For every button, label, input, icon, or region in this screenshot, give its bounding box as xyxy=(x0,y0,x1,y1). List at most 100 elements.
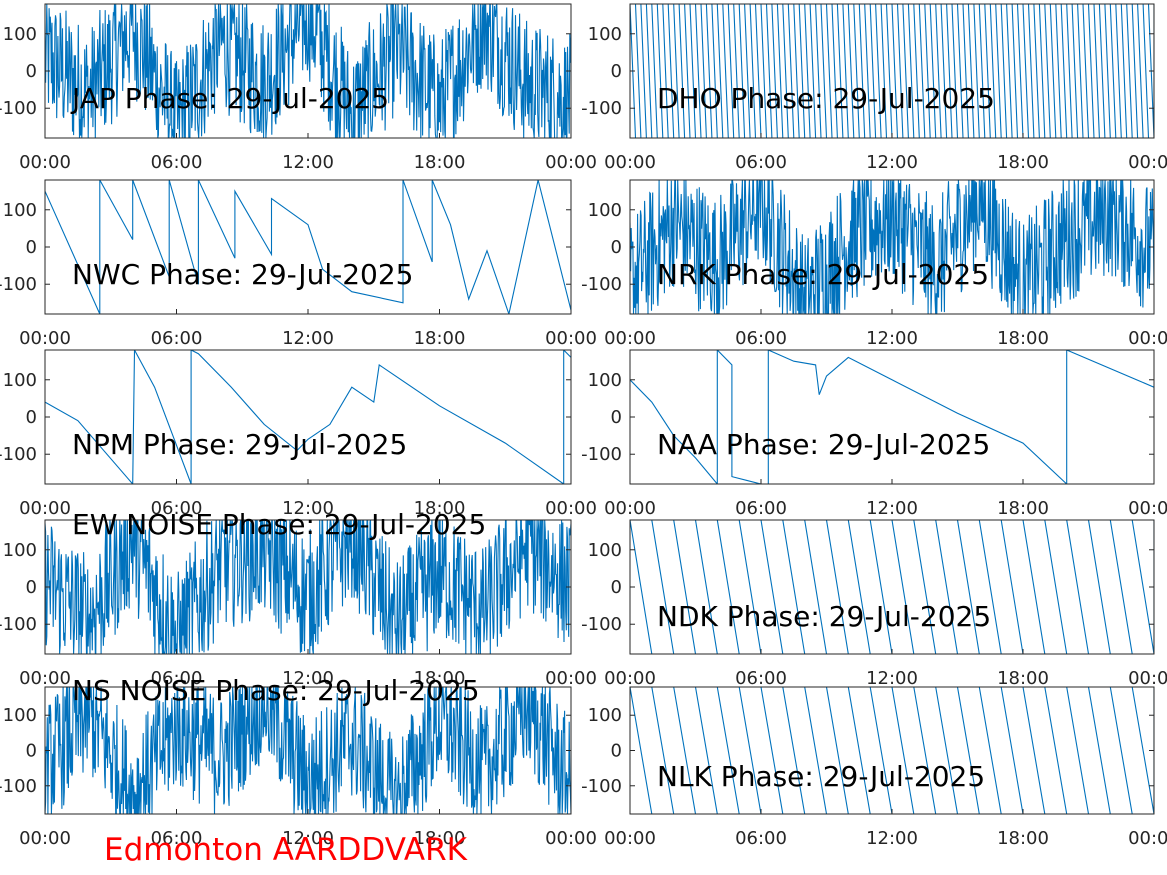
panel-title: DHO Phase: 29-Jul-2025 xyxy=(657,82,995,115)
y-tick-label: -100 xyxy=(0,444,37,465)
x-tick-label: 00:00 xyxy=(1128,498,1167,519)
phase-panel-2: -100 0 100 00:00 06:00 12:00 18:00 00:00 NWC Pha… xyxy=(0,179,597,349)
y-tick-label: 0 xyxy=(26,61,37,82)
x-tick-label: 00:00 xyxy=(19,152,71,173)
y-tick-label: 0 xyxy=(26,577,37,598)
panel-title: NLK Phase: 29-Jul-2025 xyxy=(657,760,985,793)
x-tick-label: 18:00 xyxy=(414,828,466,849)
x-tick-label: 12:00 xyxy=(282,328,334,349)
phase-panel-7: -100 0 100 00:00 06:00 12:00 18:00 00:00 NDK Pha… xyxy=(581,519,1167,689)
x-tick-label: 12:00 xyxy=(866,152,918,173)
y-tick-label: 100 xyxy=(3,200,37,221)
x-tick-label: 06:00 xyxy=(151,152,203,173)
y-tick-label: 100 xyxy=(588,370,622,391)
phase-series xyxy=(630,180,1154,314)
y-tick-label: 0 xyxy=(611,407,622,428)
y-tick-label: 100 xyxy=(588,540,622,561)
phase-series xyxy=(630,687,1154,814)
x-tick-label: 06:00 xyxy=(735,828,787,849)
phase-series xyxy=(45,180,571,314)
x-tick-label: 00:00 xyxy=(604,828,656,849)
axes-box xyxy=(629,686,1155,815)
panel-title: NDK Phase: 29-Jul-2025 xyxy=(657,600,991,633)
y-tick-label: 0 xyxy=(26,741,37,762)
x-tick-label: 00:00 xyxy=(604,152,656,173)
phase-panel-1: -100 0 100 00:00 06:00 12:00 18:00 00:00 DHO Pha… xyxy=(581,3,1167,173)
y-tick-label: -100 xyxy=(581,274,622,295)
phase-panel-6: -100 0 100 00:00 06:00 12:00 18:00 00:00 EW NOIS… xyxy=(0,508,597,689)
phase-panel-4: -100 0 100 00:00 06:00 12:00 18:00 00:00 NPM Pha… xyxy=(0,349,597,519)
y-tick-label: -100 xyxy=(0,274,37,295)
x-tick-label: 00:00 xyxy=(604,498,656,519)
x-tick-label: 12:00 xyxy=(282,668,334,689)
y-tick-label: -100 xyxy=(581,776,622,797)
phase-series xyxy=(45,350,571,484)
x-tick-label: 18:00 xyxy=(997,498,1049,519)
x-tick-label: 00:00 xyxy=(545,668,597,689)
y-tick-label: 100 xyxy=(3,24,37,45)
y-tick-label: 0 xyxy=(611,741,622,762)
x-tick-label: 12:00 xyxy=(866,328,918,349)
x-tick-label: 18:00 xyxy=(997,328,1049,349)
x-tick-label: 00:00 xyxy=(604,668,656,689)
x-tick-label: 18:00 xyxy=(414,498,466,519)
x-tick-label: 18:00 xyxy=(997,828,1049,849)
y-tick-label: -100 xyxy=(0,776,37,797)
x-tick-label: 06:00 xyxy=(735,152,787,173)
x-tick-label: 00:00 xyxy=(545,498,597,519)
phase-panel-3: -100 0 100 00:00 06:00 12:00 18:00 00:00 NRK Pha… xyxy=(581,179,1167,349)
phase-panel-9: -100 0 100 00:00 06:00 12:00 18:00 00:00 NLK Pha… xyxy=(581,686,1167,849)
axes-box xyxy=(629,519,1155,655)
x-tick-label: 00:00 xyxy=(1128,668,1167,689)
phase-panel-0: -100 0 100 00:00 06:00 12:00 18:00 00:00 JAP Pha… xyxy=(0,3,597,173)
x-tick-label: 12:00 xyxy=(866,828,918,849)
x-tick-label: 18:00 xyxy=(997,152,1049,173)
x-tick-label: 00:00 xyxy=(604,328,656,349)
panel-title: JAP Phase: 29-Jul-2025 xyxy=(70,82,389,115)
x-tick-label: 00:00 xyxy=(1128,828,1167,849)
y-tick-label: 100 xyxy=(3,540,37,561)
x-tick-label: 12:00 xyxy=(866,498,918,519)
panel-title: EW NOISE Phase: 29-Jul-2025 xyxy=(72,508,486,541)
x-tick-label: 12:00 xyxy=(282,828,334,849)
x-tick-label: 00:00 xyxy=(545,152,597,173)
y-tick-label: 100 xyxy=(3,370,37,391)
y-tick-label: 100 xyxy=(588,24,622,45)
x-tick-label: 12:00 xyxy=(866,668,918,689)
phase-series xyxy=(630,350,1154,484)
y-tick-label: -100 xyxy=(581,614,622,635)
x-tick-label: 18:00 xyxy=(414,152,466,173)
panel-title: NWC Phase: 29-Jul-2025 xyxy=(72,258,413,291)
x-tick-label: 12:00 xyxy=(282,152,334,173)
y-tick-label: 0 xyxy=(611,577,622,598)
x-tick-label: 00:00 xyxy=(1128,328,1167,349)
x-tick-label: 06:00 xyxy=(151,328,203,349)
x-tick-label: 06:00 xyxy=(151,828,203,849)
panel-title: NPM Phase: 29-Jul-2025 xyxy=(72,428,407,461)
x-tick-label: 06:00 xyxy=(735,328,787,349)
x-tick-label: 18:00 xyxy=(997,668,1049,689)
x-tick-label: 12:00 xyxy=(282,498,334,519)
y-tick-label: 100 xyxy=(588,200,622,221)
y-tick-label: -100 xyxy=(581,98,622,119)
y-tick-label: -100 xyxy=(0,98,37,119)
panel-title: NRK Phase: 29-Jul-2025 xyxy=(657,258,989,291)
y-tick-label: -100 xyxy=(581,444,622,465)
y-tick-label: 0 xyxy=(26,237,37,258)
phase-series xyxy=(45,520,571,654)
axes-box xyxy=(44,179,572,315)
y-tick-label: -100 xyxy=(0,614,37,635)
x-tick-label: 00:00 xyxy=(1128,152,1167,173)
x-tick-label: 18:00 xyxy=(414,668,466,689)
x-tick-label: 00:00 xyxy=(19,668,71,689)
x-tick-label: 00:00 xyxy=(19,498,71,519)
station-label: Edmonton AARDDVARK xyxy=(104,832,468,868)
y-tick-label: 100 xyxy=(588,705,622,726)
axes-box xyxy=(629,349,1155,485)
x-tick-label: 06:00 xyxy=(735,498,787,519)
y-tick-label: 0 xyxy=(611,61,622,82)
phase-panel-5: -100 0 100 00:00 06:00 12:00 18:00 00:00 NAA Pha… xyxy=(581,349,1167,519)
phase-series xyxy=(630,4,1154,138)
panel-title: NAA Phase: 29-Jul-2025 xyxy=(657,428,990,461)
